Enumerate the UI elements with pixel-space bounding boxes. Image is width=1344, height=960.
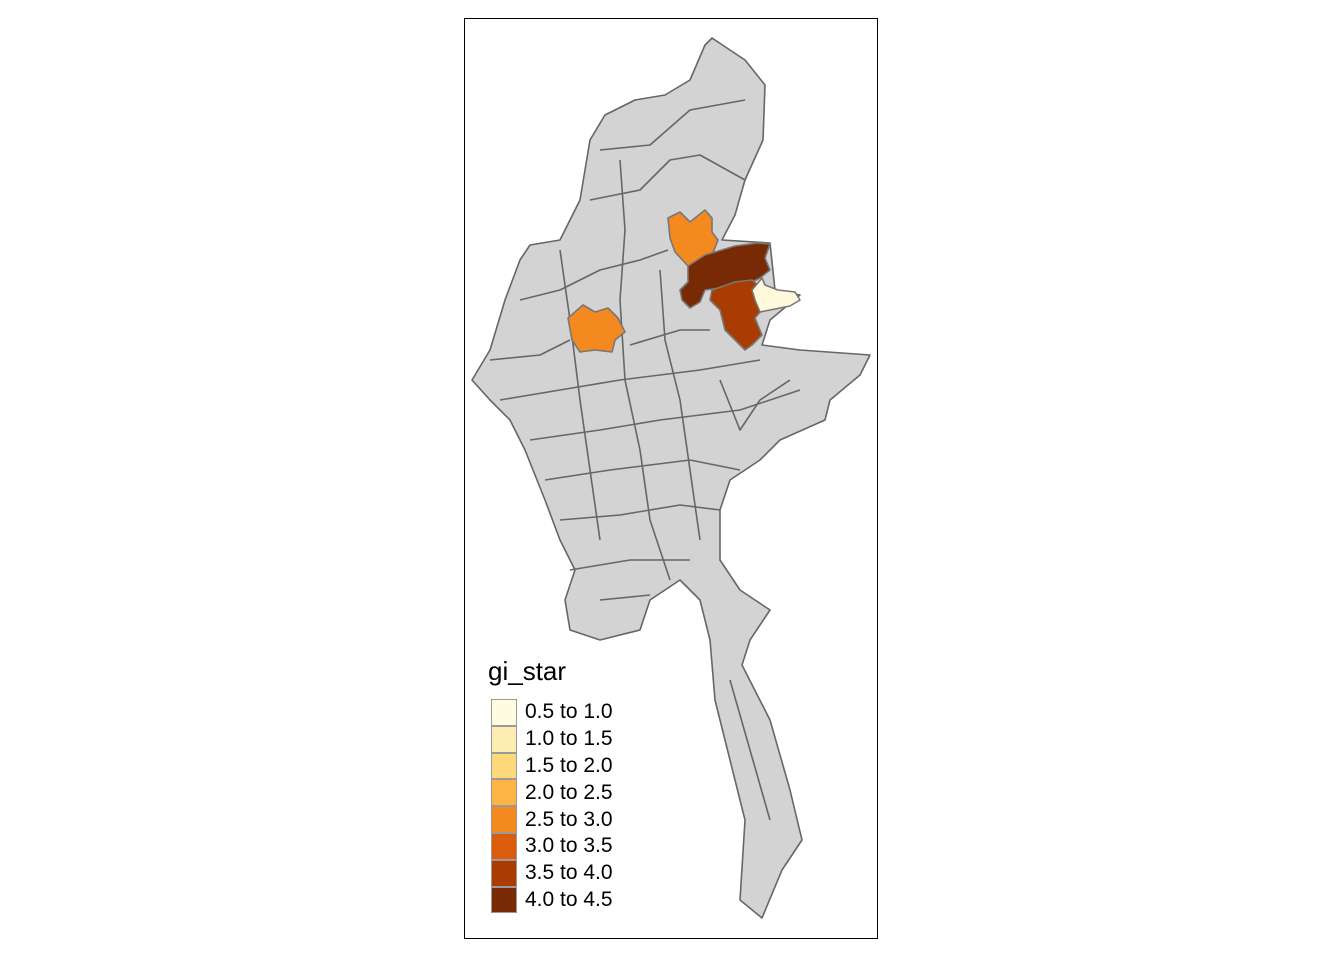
region-orange-north	[667, 209, 719, 267]
legend-label: 3.5 to 4.0	[525, 861, 613, 885]
legend-label: 0.5 to 1.0	[525, 700, 613, 724]
legend-title: gi_star	[488, 656, 567, 686]
legend: gi_star 0.5 to 1.0 1.0 to 1.5 1.5 to 2.0 2.…	[488, 656, 613, 914]
legend-swatch	[491, 832, 517, 860]
legend-swatch	[491, 806, 517, 833]
legend-item: 2.5 to 3.0	[488, 806, 613, 833]
legend-item: 0.5 to 1.0	[488, 699, 613, 726]
legend-label: 4.0 to 4.5	[525, 887, 613, 911]
legend-label: 2.0 to 2.5	[525, 780, 613, 804]
region-cream	[751, 277, 801, 313]
legend-label: 1.0 to 1.5	[525, 727, 613, 751]
legend-swatch	[491, 859, 517, 887]
legend-item: 2.0 to 2.5	[488, 779, 613, 807]
legend-item: 3.5 to 4.0	[488, 859, 613, 887]
map-frame	[464, 18, 878, 939]
legend-label: 1.5 to 2.0	[525, 753, 613, 777]
country-outline	[471, 37, 871, 919]
legend-item: 1.5 to 2.0	[488, 752, 613, 780]
district-boundaries	[489, 99, 801, 821]
legend-swatch	[491, 779, 517, 807]
region-orange-west	[567, 304, 626, 353]
legend-label: 2.5 to 3.0	[525, 807, 613, 831]
legend-label: 3.0 to 3.5	[525, 834, 613, 858]
legend-swatch	[491, 699, 517, 726]
region-brown	[709, 279, 763, 351]
legend-item: 1.0 to 1.5	[488, 725, 613, 753]
legend-swatch	[491, 725, 517, 753]
legend-item: 4.0 to 4.5	[488, 886, 613, 914]
legend-swatch	[491, 752, 517, 780]
legend-item: 3.0 to 3.5	[488, 832, 613, 860]
legend-swatch	[491, 886, 517, 914]
